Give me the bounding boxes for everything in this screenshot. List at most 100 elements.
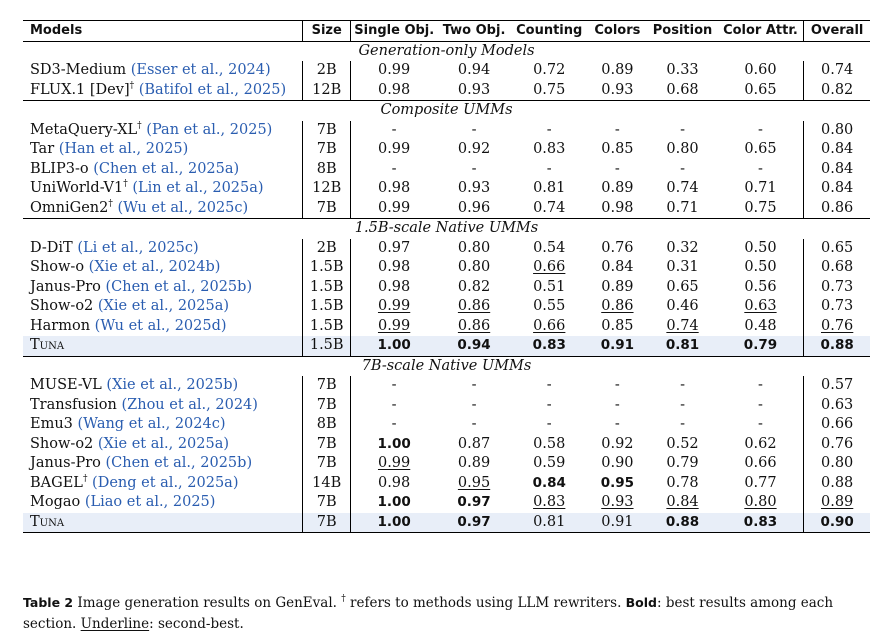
score-value: 0.90 <box>820 513 854 530</box>
score-value: 0.92 <box>601 435 634 452</box>
citation-link[interactable]: (Zhou et al., 2024) <box>121 396 258 413</box>
table-row: FLUX.1 [Dev]† (Batifol et al., 2025) 12B 0… <box>23 80 870 101</box>
citation-link[interactable]: (Lin et al., 2025a) <box>132 180 264 196</box>
model-name: Emu3 <box>30 416 73 432</box>
model-name: UniWorld-V1 <box>30 180 124 196</box>
score-cell: 0.74 <box>804 61 870 81</box>
citation-link[interactable]: (Chen et al., 2025b) <box>105 278 253 295</box>
llm-rewriter-dagger: † <box>137 120 142 131</box>
citation-link[interactable]: (Liao et al., 2025) <box>84 494 216 510</box>
model-name: BLIP3-o <box>30 160 89 177</box>
score-cell: 0.87 <box>437 435 511 455</box>
score-value: 0.98 <box>377 474 411 491</box>
column-header: Counting <box>511 20 588 42</box>
model-name: MetaQuery-XL <box>30 121 138 138</box>
score-cell: 0.76 <box>804 435 870 455</box>
score-cell: 0.99 <box>351 61 437 81</box>
score-cell: 0.65 <box>717 80 805 101</box>
score-cell: 0.74 <box>511 199 587 219</box>
score-value: 0.84 <box>821 141 854 157</box>
score-value: 0.75 <box>533 81 566 98</box>
citation-link[interactable]: (Xie et al., 2025a) <box>97 435 230 452</box>
size-cell: 7B <box>302 120 352 140</box>
score-cell: 0.85 <box>587 140 647 160</box>
citation-link[interactable]: (Batifol et al., 2025) <box>138 81 287 98</box>
score-cell: - <box>647 121 717 141</box>
model-name: Transfusion <box>30 396 117 413</box>
score-cell: 0.60 <box>717 61 805 81</box>
score-value: 0.76 <box>821 317 854 334</box>
table-row: Janus-Pro (Chen et al., 2025b) 1.5B 0.98 0.… <box>23 277 870 298</box>
score-value: 0.65 <box>744 81 777 98</box>
score-cell: 0.84 <box>804 140 870 160</box>
score-value: 0.73 <box>821 298 854 314</box>
score-value: 0.99 <box>377 62 411 78</box>
score-cell: 0.77 <box>717 473 805 493</box>
score-value: - <box>471 416 477 432</box>
citation-link[interactable]: (Xie et al., 2025a) <box>97 298 230 314</box>
score-value: - <box>391 121 397 138</box>
score-cell: 0.81 <box>511 179 587 199</box>
score-value: 0.50 <box>744 259 777 275</box>
score-value: 0.83 <box>533 141 566 157</box>
score-cell: 0.68 <box>804 258 870 278</box>
score-value: 0.91 <box>600 337 635 353</box>
score-cell: - <box>647 160 717 180</box>
model-cell: FLUX.1 [Dev]† (Batifol et al., 2025) <box>23 80 304 101</box>
column-header: Colors <box>587 20 648 42</box>
score-value: 0.97 <box>377 239 411 256</box>
score-cell: 0.63 <box>717 297 805 317</box>
table-row: OmniGen2† (Wu et al., 2025c) 7B 0.99 0.96 0.… <box>23 198 870 219</box>
model-name: FLUX.1 [Dev] <box>30 81 130 98</box>
score-cell: 0.48 <box>717 316 805 336</box>
citation-link[interactable]: (Xie et al., 2025b) <box>106 377 239 393</box>
score-value: 0.99 <box>377 141 411 157</box>
score-value: 0.71 <box>744 180 777 196</box>
score-cell: 0.66 <box>804 415 870 435</box>
score-cell: - <box>351 396 437 416</box>
score-cell: 0.59 <box>511 454 587 474</box>
citation-link[interactable]: (Wang et al., 2024c) <box>77 416 226 432</box>
score-cell: 0.97 <box>436 512 512 533</box>
table-row: Show-o (Xie et al., 2024b) 1.5B 0.98 0.80 0.… <box>23 258 870 278</box>
citation-link[interactable]: (Xie et al., 2024b) <box>88 259 221 275</box>
score-value: 0.98 <box>377 278 411 295</box>
score-value: 0.83 <box>743 513 778 530</box>
score-cell: 0.99 <box>351 199 437 219</box>
score-cell: - <box>587 121 647 141</box>
citation-link[interactable]: (Chen et al., 2025b) <box>105 455 253 471</box>
citation-link[interactable]: (Chen et al., 2025a) <box>93 160 240 177</box>
score-value: 0.93 <box>601 494 634 510</box>
score-cell: 0.80 <box>437 239 511 259</box>
score-cell: - <box>717 376 805 396</box>
score-value: 0.88 <box>821 474 854 491</box>
citation-link[interactable]: (Deng et al., 2025a) <box>92 474 239 491</box>
size-cell: 2B <box>302 61 352 81</box>
citation-link[interactable]: (Wu et al., 2025d) <box>94 317 227 334</box>
score-cell: 0.97 <box>351 239 437 259</box>
citation-link[interactable]: (Wu et al., 2025c) <box>117 199 249 216</box>
score-value: - <box>614 396 620 413</box>
score-value: 0.97 <box>457 494 491 510</box>
score-cell: - <box>647 376 717 396</box>
score-cell: 0.79 <box>647 454 717 474</box>
score-cell: - <box>351 376 437 396</box>
score-cell: 0.65 <box>804 239 870 259</box>
score-value: - <box>680 416 685 432</box>
score-value: 0.84 <box>821 180 854 196</box>
score-cell: 0.96 <box>437 199 511 219</box>
score-cell: 0.79 <box>717 336 805 356</box>
citation-link[interactable]: (Han et al., 2025) <box>58 141 189 157</box>
model-cell: UniWorld-V1† (Lin et al., 2025a) <box>23 179 304 199</box>
score-cell: 0.89 <box>587 61 647 81</box>
score-value: 0.73 <box>821 278 854 295</box>
score-cell: 0.50 <box>717 258 805 278</box>
citation-link[interactable]: (Pan et al., 2025) <box>146 121 273 138</box>
score-cell: 0.88 <box>647 512 718 533</box>
score-cell: 0.73 <box>804 278 870 298</box>
citation-link[interactable]: (Esser et al., 2024) <box>130 62 271 78</box>
score-cell: 0.46 <box>647 297 717 317</box>
size-cell: 7B <box>302 493 352 513</box>
citation-link[interactable]: (Li et al., 2025c) <box>77 239 199 256</box>
score-cell: 0.51 <box>511 278 587 298</box>
